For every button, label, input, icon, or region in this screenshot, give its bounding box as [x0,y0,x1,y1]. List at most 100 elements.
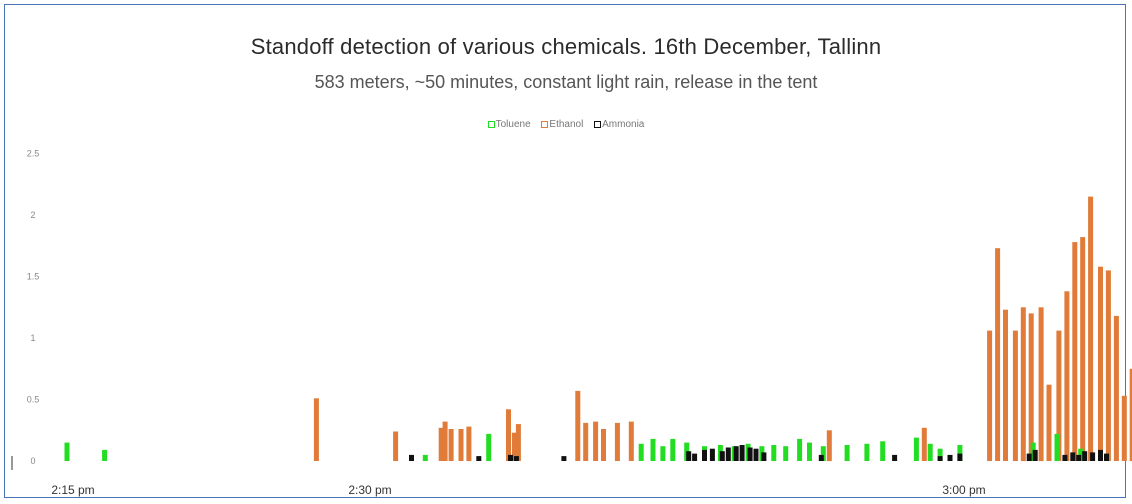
bar-ethanol [1121,395,1127,461]
chart-subtitle: 583 meters, ~50 minutes, constant light … [314,72,818,92]
legend-swatch-ammonia [594,121,602,128]
bar-ammonia [476,456,482,461]
bar-ammonia [1062,454,1068,461]
bar-ethanol [1088,196,1094,461]
bar-toluene [844,445,850,461]
bar-ammonia [1026,453,1032,461]
bar-ammonia [1032,449,1038,461]
bar-ethanol [511,432,517,461]
bar-ethanol [466,426,472,461]
legend-swatch-ethanol [541,121,549,128]
bar-ammonia [1098,449,1103,461]
y-tick-label: 0.5 [27,395,40,405]
bar-ammonia [409,454,414,461]
bar-ethanol [1003,309,1008,461]
bar-ethanol [515,424,521,461]
bar-toluene [771,445,777,461]
y-tick-label: 2 [30,210,35,220]
bar-toluene [1078,448,1084,461]
bar-ammonia [937,456,943,461]
bar-ethanol [1056,330,1062,461]
bar-ethanol [506,409,511,461]
bar-ethanol [393,431,399,461]
bar-ammonia [719,451,725,461]
bar-ammonia [702,449,707,461]
bar-ethanol [921,427,927,461]
bar-toluene [102,449,108,461]
chart-frame [4,4,1126,498]
bar-ammonia [818,454,824,461]
bar-ammonia [1076,454,1082,461]
bar-ammonia [747,447,753,461]
legend-item-ethanol: Ethanol [541,119,583,130]
bar-ethanol [438,427,444,461]
bar-toluene [64,442,70,461]
bar-ethanol [1038,307,1044,462]
bar-ethanol [448,429,454,461]
y-tick-label: 2.5 [27,149,40,159]
bar-toluene [650,438,656,461]
bar-ammonia [753,448,759,461]
bar-ammonia [1082,451,1088,461]
bar-ethanol [1020,307,1026,462]
bar-ethanol [1105,270,1111,461]
legend-label-toluene: Toluene [495,119,531,130]
chart-legend: Toluene Ethanol Ammonia [0,119,1132,130]
bar-ammonia [733,446,739,461]
bar-ammonia [561,456,567,461]
bar-ammonia [692,453,698,461]
bar-toluene [638,443,644,461]
bar-ammonia [709,448,715,461]
bar-ethanol [1072,242,1078,461]
bar-ethanol [458,429,464,461]
bar-ethanol [442,421,448,461]
y-tick-label: 1 [30,333,35,343]
bar-toluene [937,448,943,461]
bar-ammonia [761,452,767,461]
bar-ethanol [614,422,620,461]
bar-toluene [913,437,919,461]
bar-ethanol [575,390,581,461]
bar-ammonia [892,454,898,461]
bar-ethanol [1080,237,1086,461]
bar-toluene [927,443,933,461]
bar-ammonia [947,454,953,461]
legend-label-ethanol: Ethanol [549,119,584,130]
bar-ethanol [1113,315,1119,461]
bar-ethanol [1129,368,1132,462]
bar-ethanol [826,430,832,462]
y-tick-label: 1.5 [27,272,40,282]
bar-toluene [422,454,428,461]
bar-ethanol [583,422,589,461]
legend-item-ammonia: Ammonia [594,119,644,130]
bar-toluene [807,442,812,461]
x-tick-label: 2:30 pm [348,483,391,497]
bar-ethanol [987,330,993,461]
bar-ethanol [1046,384,1052,461]
bar-toluene [880,441,886,461]
bar-ethanol [601,429,606,461]
bar-ammonia [725,447,731,461]
bar-ammonia [957,453,963,461]
bar-ammonia [686,451,692,461]
x-tick-label: 2:15 pm [51,483,94,497]
legend-item-toluene: Toluene [487,119,531,130]
bar-toluene [797,438,803,461]
chart-title: Standoff detection of various chemicals.… [250,34,882,59]
bar-ammonia [1070,452,1076,461]
y-tick-label: 0 [30,456,35,466]
bar-toluene [1054,433,1060,461]
bar-ammonia [513,456,519,461]
bar-ethanol [995,248,1001,461]
bar-ethanol [628,421,634,461]
bar-ammonia [739,445,745,461]
bar-toluene [660,446,666,461]
bar-toluene [670,438,676,461]
bar-toluene [783,446,789,461]
bar-ammonia [1090,452,1096,461]
bar-toluene [957,445,963,461]
legend-label-ammonia: Ammonia [602,119,645,130]
bar-toluene [486,433,492,461]
bar-ethanol [1012,330,1018,461]
